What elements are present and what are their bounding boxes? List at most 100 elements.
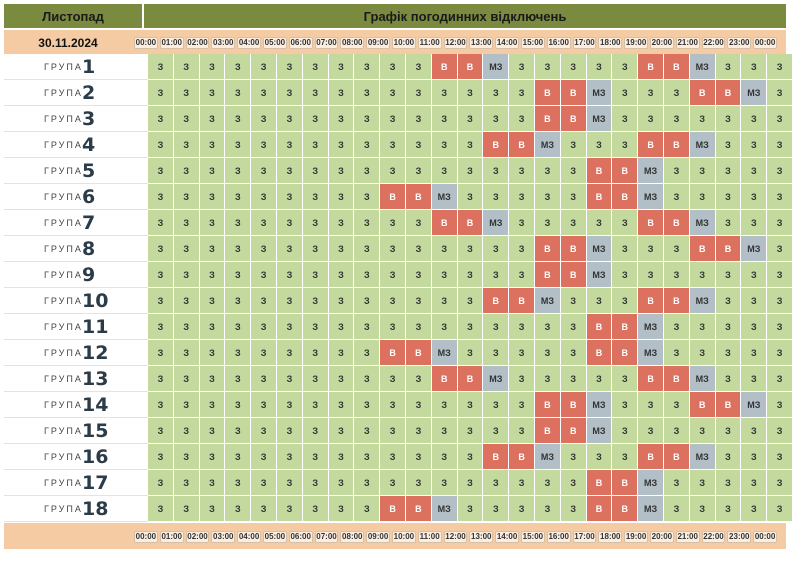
date-label: 30.11.2024	[38, 36, 98, 50]
hour-cell: В	[535, 262, 561, 288]
hour-tick-2: 02:00	[185, 531, 210, 543]
hour-cell: З	[509, 80, 535, 106]
hour-cell: З	[199, 132, 226, 158]
hour-tick-16: 16:00	[546, 531, 571, 543]
hour-cell: МЗ	[431, 496, 458, 522]
hour-cell: З	[509, 470, 535, 496]
hour-cell: З	[380, 236, 406, 262]
hour-cell: МЗ	[535, 444, 561, 470]
hour-cell: З	[457, 470, 484, 496]
hour-tick-10: 10:00	[392, 531, 416, 543]
hour-cell: В	[612, 314, 639, 340]
hour-cell: З	[664, 80, 690, 106]
hour-cell: З	[380, 210, 406, 236]
hour-cell: З	[173, 496, 200, 522]
hour-cell: З	[612, 418, 639, 444]
hour-cell: З	[586, 210, 613, 236]
hour-cell: З	[199, 392, 226, 418]
hour-cell: З	[380, 314, 406, 340]
hour-cell: З	[457, 236, 484, 262]
hour-cell: МЗ	[689, 444, 716, 470]
hour-cell: З	[173, 80, 200, 106]
hour-tick-9: 09:00	[366, 37, 390, 49]
hour-cell: В	[483, 444, 510, 470]
hour-cell: З	[328, 392, 355, 418]
hour-cell: З	[251, 314, 277, 340]
group-word: ГРУПА	[44, 270, 83, 280]
hour-cell: З	[457, 340, 484, 366]
group-word: ГРУПА	[44, 88, 83, 98]
hour-cell: З	[173, 418, 200, 444]
hour-cell: МЗ	[586, 106, 613, 132]
hour-cell: З	[354, 288, 381, 314]
hour-cell: З	[354, 80, 381, 106]
hour-cell: З	[328, 262, 355, 288]
hour-cell: З	[457, 444, 484, 470]
hour-cell: МЗ	[689, 210, 716, 236]
group-word: ГРУПА	[44, 140, 83, 150]
hour-cell: З	[148, 288, 174, 314]
hour-cell: З	[225, 184, 252, 210]
hour-cell: З	[380, 418, 406, 444]
hour-cell: З	[612, 236, 639, 262]
hour-cell: З	[173, 262, 200, 288]
hour-cell: В	[535, 418, 561, 444]
hour-cell: З	[251, 54, 277, 80]
hour-cell: З	[148, 340, 174, 366]
hour-cell: З	[251, 158, 277, 184]
hour-cell: З	[199, 262, 226, 288]
hour-cell: З	[457, 184, 484, 210]
hour-cell: З	[302, 106, 329, 132]
hour-cell: З	[277, 418, 303, 444]
hour-cell: З	[406, 80, 432, 106]
hour-cell: З	[354, 54, 381, 80]
group-label-16: ГРУПА 16	[4, 444, 148, 470]
hour-cell: З	[251, 184, 277, 210]
hour-cell: З	[328, 288, 355, 314]
hour-cell: В	[612, 496, 639, 522]
hour-cell: В	[664, 366, 690, 392]
hour-cell: З	[767, 288, 793, 314]
hour-cell: З	[457, 80, 484, 106]
hour-cell: З	[225, 392, 252, 418]
group-word: ГРУПА	[44, 296, 83, 306]
hour-cell: В	[612, 470, 639, 496]
hour-tick-16: 16:00	[546, 37, 571, 49]
hour-cell: З	[380, 132, 406, 158]
group-number: 17	[82, 472, 109, 494]
hour-cell: З	[431, 132, 458, 158]
hour-cell: З	[689, 496, 716, 522]
hour-tick-4: 04:00	[237, 531, 261, 543]
hour-tick-23: 23:00	[727, 37, 752, 49]
hour-cell: З	[251, 340, 277, 366]
hour-cell: З	[199, 366, 226, 392]
hour-tick-15: 15:00	[521, 531, 545, 543]
hour-cell: МЗ	[638, 314, 664, 340]
group-word: ГРУПА	[44, 452, 83, 462]
hour-cell: В	[664, 288, 690, 314]
hour-cell: В	[612, 340, 639, 366]
hour-cell: З	[689, 262, 716, 288]
hour-tick-14: 14:00	[495, 531, 519, 543]
hour-cell: З	[302, 210, 329, 236]
hour-cell: З	[431, 470, 458, 496]
hour-tick-14: 14:00	[495, 37, 519, 49]
hour-cell: З	[509, 158, 535, 184]
group-label-13: ГРУПА 13	[4, 366, 148, 392]
hour-cell: З	[328, 418, 355, 444]
hour-cell: З	[586, 444, 613, 470]
hour-cell: В	[638, 444, 664, 470]
hour-cell: З	[767, 392, 793, 418]
hour-cell: З	[277, 54, 303, 80]
hour-tick-7: 07:00	[314, 531, 339, 543]
hour-cell: З	[406, 288, 432, 314]
hour-cell: З	[509, 210, 535, 236]
hour-cell: В	[535, 236, 561, 262]
hour-cell: З	[535, 210, 561, 236]
hour-cell: З	[431, 392, 458, 418]
outage-schedule: Листопад Графік погодинних відключень 30…	[4, 4, 793, 549]
hour-cell: З	[612, 288, 639, 314]
hour-cell: З	[277, 470, 303, 496]
hour-tick-11: 11:00	[417, 531, 442, 543]
group-number: 6	[82, 186, 96, 208]
